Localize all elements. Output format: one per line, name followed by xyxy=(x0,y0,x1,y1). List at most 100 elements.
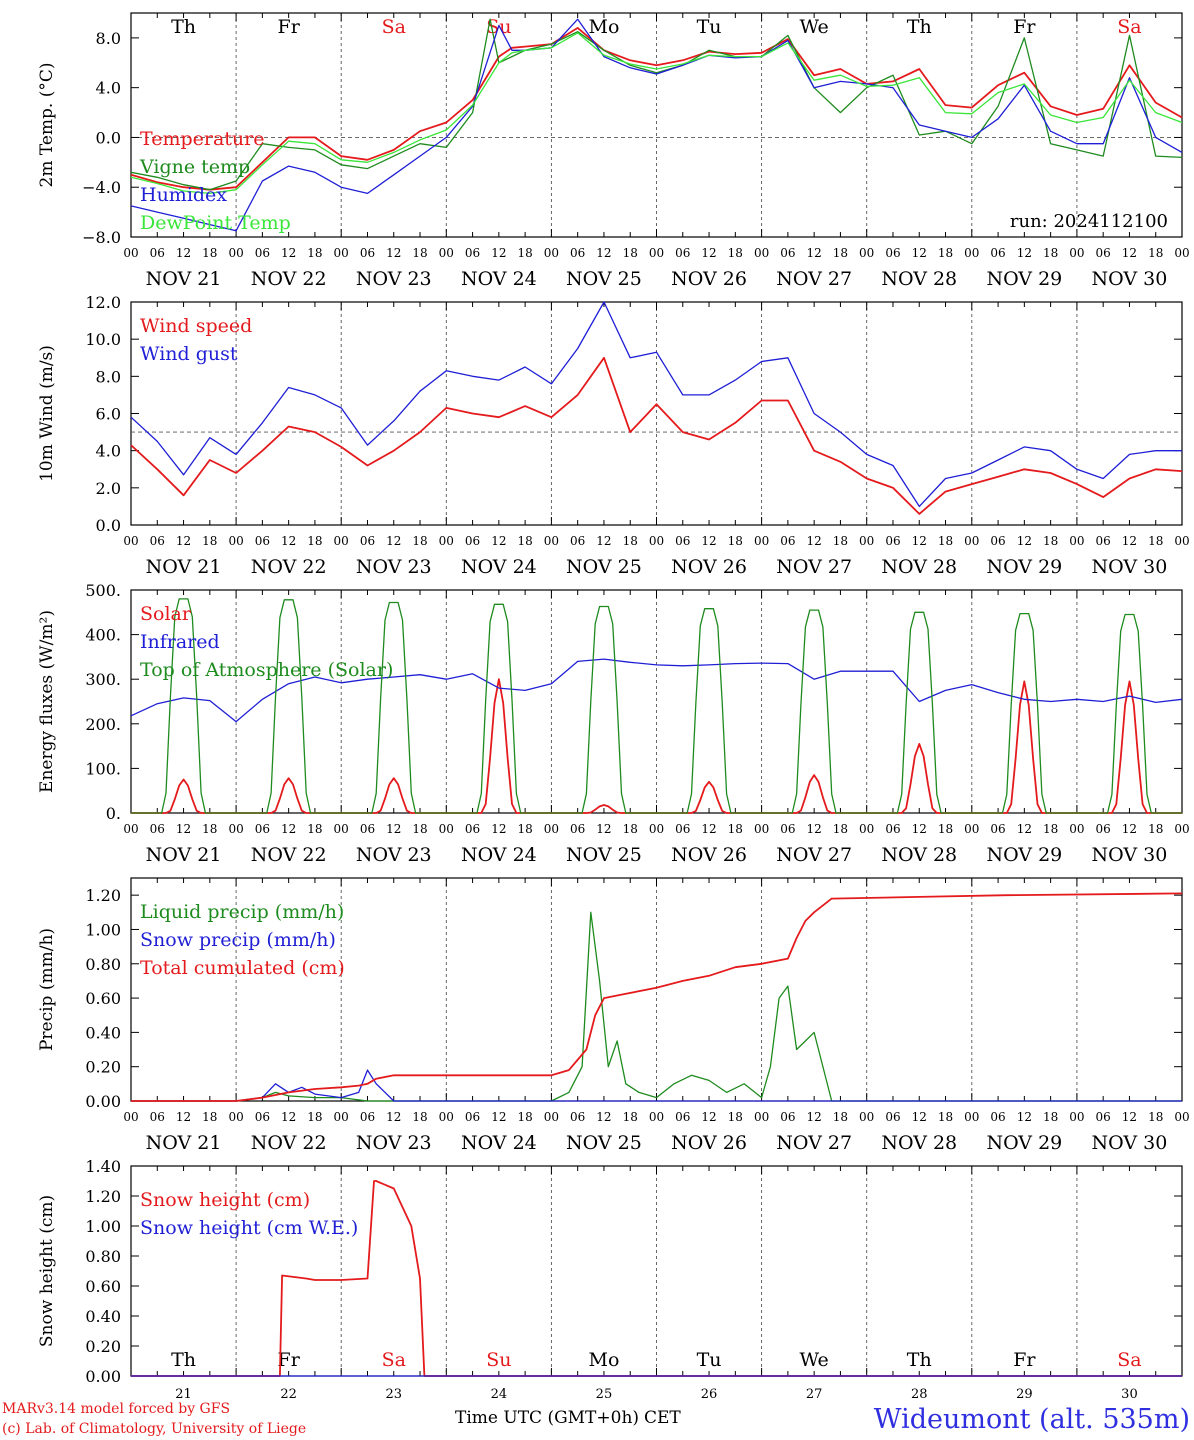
day-number-label: 22 xyxy=(280,1387,297,1402)
x-hour-label: 12 xyxy=(912,822,927,836)
legend-entry: Solar xyxy=(140,603,192,625)
x-hour-label: 06 xyxy=(885,1110,900,1124)
x-hour-label: 00 xyxy=(1174,246,1189,260)
x-hour-label: 00 xyxy=(1174,1110,1189,1124)
weekday-label: Th xyxy=(171,16,196,38)
x-hour-label: 00 xyxy=(123,534,138,548)
x-date-label: NOV 28 xyxy=(881,844,957,866)
legend-entry: Snow precip (mm/h) xyxy=(140,929,336,951)
x-hour-label: 12 xyxy=(596,534,611,548)
weekday-label: Th xyxy=(907,1349,932,1371)
x-hour-label: 12 xyxy=(596,1110,611,1124)
x-date-label: NOV 23 xyxy=(356,268,432,290)
x-date-label: NOV 26 xyxy=(671,268,747,290)
legend-entry: Temperature xyxy=(140,128,264,150)
x-hour-label: 06 xyxy=(465,1110,480,1124)
x-hour-label: 18 xyxy=(1043,246,1058,260)
y-tick-label: 0.00 xyxy=(85,1367,121,1386)
x-hour-label: 18 xyxy=(623,534,638,548)
series-line-dewpoint-temp xyxy=(130,32,1183,195)
x-hour-label: 00 xyxy=(1069,822,1084,836)
y-tick-label: 0.0 xyxy=(96,128,121,147)
series-line-vigne-temp xyxy=(130,18,1183,191)
x-hour-label: 06 xyxy=(885,246,900,260)
plot-frame xyxy=(130,301,1183,526)
x-hour-label: 12 xyxy=(912,534,927,548)
x-hour-label: 06 xyxy=(570,534,585,548)
x-hour-label: 18 xyxy=(1148,534,1163,548)
y-tick-label: 400. xyxy=(85,626,121,645)
legend-entry: Infrared xyxy=(140,631,220,653)
x-date-label: NOV 27 xyxy=(776,268,852,290)
y-tick-label: 1.00 xyxy=(85,1217,121,1236)
x-date-label: NOV 27 xyxy=(776,844,852,866)
y-axis-label: 2m Temp. (°C) xyxy=(37,62,57,187)
x-date-label: NOV 21 xyxy=(146,1132,222,1154)
x-hour-label: 12 xyxy=(281,1110,296,1124)
x-date-label: NOV 22 xyxy=(251,1132,327,1154)
x-hour-label: 12 xyxy=(596,822,611,836)
legend-entry: Wind gust xyxy=(140,343,238,365)
series-line-top-of-atmosphere-solar- xyxy=(131,598,1182,814)
weekday-label: Tu xyxy=(697,16,722,38)
x-hour-label: 06 xyxy=(255,534,270,548)
weekday-label: Sa xyxy=(382,1349,406,1371)
weekday-label: We xyxy=(800,16,829,38)
x-hour-label: 12 xyxy=(1122,1110,1137,1124)
x-date-label: NOV 25 xyxy=(566,268,642,290)
x-date-label: NOV 22 xyxy=(251,556,327,578)
y-tick-label: 4.0 xyxy=(96,79,121,98)
y-tick-label: 100. xyxy=(85,759,121,778)
x-hour-label: 06 xyxy=(885,534,900,548)
x-hour-label: 06 xyxy=(360,1110,375,1124)
x-hour-label: 12 xyxy=(701,1110,716,1124)
y-tick-label: 6.0 xyxy=(96,405,121,424)
day-number-label: 23 xyxy=(385,1387,402,1402)
x-axis-title-overlay: CET xyxy=(644,1408,681,1428)
x-hour-label: 12 xyxy=(912,1110,927,1124)
legend-entry: Total cumulated (cm) xyxy=(140,957,345,979)
x-hour-label: 06 xyxy=(150,534,165,548)
x-date-label: NOV 22 xyxy=(251,844,327,866)
x-hour-label: 18 xyxy=(412,246,427,260)
y-tick-label: 12.0 xyxy=(85,293,121,312)
weekday-label: Mo xyxy=(588,1349,619,1371)
x-hour-label: 18 xyxy=(307,246,322,260)
y-axis-label: Snow height (cm) xyxy=(37,1195,57,1347)
x-hour-label: 18 xyxy=(623,246,638,260)
x-date-label: NOV 29 xyxy=(986,556,1062,578)
x-hour-label: 06 xyxy=(1096,246,1111,260)
weekday-label: Mo xyxy=(588,16,619,38)
legend-entry: Snow height (cm) xyxy=(140,1189,310,1211)
series-line-total-cumulated-cm- xyxy=(131,892,1183,1102)
y-tick-label: 1.40 xyxy=(85,1157,121,1176)
x-hour-label: 00 xyxy=(544,1110,559,1124)
x-hour-label: 18 xyxy=(517,246,532,260)
legend-entry: Wind speed xyxy=(140,315,252,337)
weekday-label: Sa xyxy=(1117,16,1141,38)
x-hour-label: 00 xyxy=(439,534,454,548)
x-hour-label: 12 xyxy=(281,822,296,836)
x-date-label: NOV 29 xyxy=(986,1132,1062,1154)
y-tick-label: 8.0 xyxy=(96,29,121,48)
weekday-label: Fr xyxy=(278,16,301,38)
x-hour-label: 12 xyxy=(281,534,296,548)
x-hour-label: 06 xyxy=(780,534,795,548)
x-date-label: NOV 24 xyxy=(461,1132,537,1154)
x-date-label: NOV 28 xyxy=(881,268,957,290)
y-tick-label: 0.00 xyxy=(85,1092,121,1111)
x-hour-label: 06 xyxy=(150,822,165,836)
run-annotation: run: 2024112100 xyxy=(1010,211,1168,232)
series-line-wind-gust xyxy=(130,301,1182,508)
model-credit: MARv3.14 model forced by GFS xyxy=(2,1401,230,1417)
weekday-label: We xyxy=(800,1349,829,1371)
x-hour-label: 00 xyxy=(544,822,559,836)
legend-entry: Liquid precip (mm/h) xyxy=(140,901,344,923)
x-hour-label: 00 xyxy=(1069,246,1084,260)
x-hour-label: 12 xyxy=(386,822,401,836)
x-date-label: NOV 29 xyxy=(986,268,1062,290)
x-hour-label: 12 xyxy=(491,246,506,260)
x-hour-label: 00 xyxy=(228,1110,243,1124)
y-tick-label: 8.0 xyxy=(96,367,121,386)
x-hour-label: 06 xyxy=(675,534,690,548)
